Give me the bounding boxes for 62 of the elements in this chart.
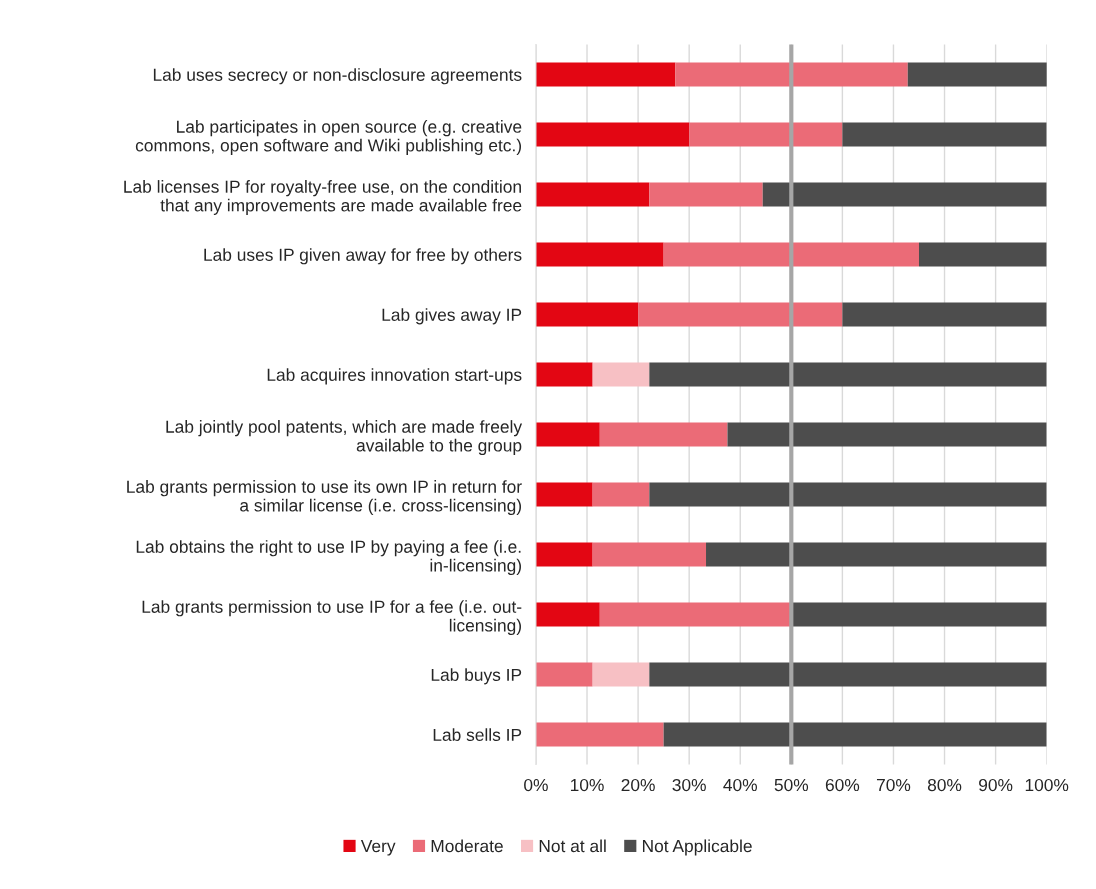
y-tick-label: Lab participates in open source (e.g. creative commons, open software and Wiki publishing etc.) [135, 120, 522, 155]
y-tick-label: Lab gives away IP [382, 308, 522, 325]
y-tick-label: Lab jointly pool patents, which are made freely available to the group [166, 420, 523, 455]
bar [649, 662, 1047, 687]
bar [535, 722, 664, 747]
y-tick-label: Lab uses secrecy or non-disclosure agreements [153, 68, 522, 85]
x-tick-label: 80% [927, 778, 962, 792]
bar [919, 242, 1047, 267]
bar [592, 662, 650, 687]
x-tick-label: 20% [621, 778, 655, 792]
bar [663, 242, 919, 267]
bar [762, 182, 1047, 207]
bar [535, 662, 593, 687]
bar [535, 422, 600, 447]
bar [675, 62, 908, 87]
bar [689, 122, 843, 147]
x-tick-label: 0% [524, 778, 548, 792]
bar [638, 302, 843, 327]
bar [535, 602, 600, 627]
bar [599, 422, 728, 447]
bar [535, 362, 593, 387]
bar [907, 62, 1047, 87]
legend-label: Moderate [431, 839, 503, 853]
bar [791, 602, 1047, 627]
bar [592, 542, 707, 567]
y-tick-label: Lab acquires innovation start-ups [267, 368, 522, 385]
y-tick-label: Lab licenses IP for royalty-free use, on the condition that any improvements are made available free [124, 180, 522, 215]
bar [706, 542, 1047, 567]
bar [535, 302, 639, 327]
x-tick-label: 60% [825, 778, 860, 792]
y-tick-label: Lab sells IP [433, 728, 522, 741]
x-tick-label: 30% [672, 778, 706, 792]
bar [535, 542, 593, 567]
legend-label: Not Applicable [642, 839, 752, 856]
bar [535, 182, 650, 207]
x-tick-label: 70% [876, 778, 911, 792]
y-tick-label: Lab grants permission to use its own IP in return for a similar license (i.e. cross-licensing) [127, 480, 522, 516]
x-tick-label: 90% [979, 778, 1013, 792]
legend-label: Very [360, 840, 396, 856]
bar [592, 362, 650, 387]
bar [592, 482, 650, 507]
x-tick-label: 100% [1025, 778, 1069, 792]
bar [535, 62, 676, 87]
x-tick-label: 40% [723, 778, 757, 792]
bar [649, 482, 1047, 507]
x-tick-label: 50% [774, 778, 809, 792]
bar [535, 242, 664, 267]
bar [535, 122, 690, 147]
y-tick-label: Lab buys IP [431, 668, 522, 685]
bar [842, 302, 1047, 327]
legend-label: Not at all [539, 839, 606, 853]
y-tick-label: Lab grants permission to use IP for a fee (i.e. out- licensing) [142, 600, 522, 636]
bar [599, 602, 792, 627]
bar [649, 182, 763, 207]
y-tick-label: Lab obtains the right to use IP by paying a fee (i.e. in-licensing) [136, 540, 521, 576]
bar [842, 122, 1047, 147]
x-tick-label: 10% [570, 778, 604, 792]
bar [727, 422, 1047, 447]
bar [535, 482, 593, 507]
bar [663, 722, 1047, 747]
bar [649, 362, 1047, 387]
y-tick-label: Lab uses IP given away for free by others [204, 248, 522, 265]
